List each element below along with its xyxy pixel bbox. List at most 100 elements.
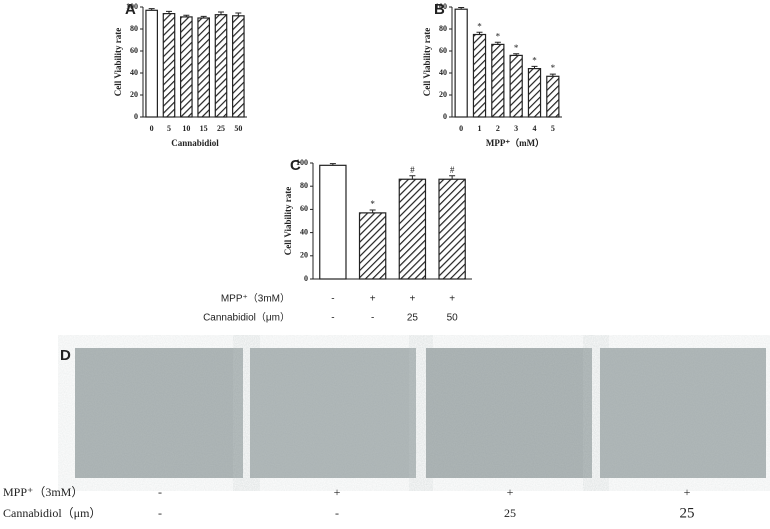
significance-mark: *	[532, 55, 537, 65]
condition-label: -	[331, 313, 334, 324]
y-tick-label: 60	[130, 46, 138, 55]
y-axis-label: Cell Viability rate	[283, 187, 293, 256]
condition-label: -	[371, 313, 374, 324]
bar	[509, 54, 523, 118]
x-tick-label: 10	[182, 124, 190, 133]
bar	[145, 9, 158, 118]
x-tick-label: 2	[496, 124, 500, 133]
y-tick-label: 20	[130, 90, 138, 99]
error-bar	[549, 73, 556, 77]
bar	[358, 212, 387, 280]
error-bar	[218, 11, 224, 15]
significance-mark: *	[370, 199, 375, 209]
y-tick-label: 40	[300, 227, 308, 236]
y-tick-label: 20	[439, 90, 447, 99]
micrographs	[75, 348, 766, 478]
error-bar	[531, 65, 538, 69]
condition-label: -	[158, 506, 162, 520]
error-bar	[329, 163, 336, 166]
bar	[472, 33, 487, 118]
bar	[162, 13, 176, 118]
condition-name: Cannabidiol（μm）	[203, 312, 290, 324]
bar	[546, 75, 560, 118]
bar	[197, 17, 210, 118]
y-tick-label: 100	[435, 2, 447, 11]
micrograph	[75, 348, 243, 478]
error-bar	[148, 8, 155, 11]
condition-label: -	[331, 294, 334, 305]
x-tick-label: 0	[150, 124, 154, 133]
x-axis-label: MPP⁺（mM）	[486, 138, 544, 148]
x-tick-label: 15	[200, 124, 208, 133]
micrograph	[600, 348, 766, 478]
condition-label: +	[370, 294, 376, 305]
micrograph	[426, 348, 592, 478]
condition-name: MPP⁺（3mM）	[221, 293, 290, 305]
bar	[180, 16, 193, 118]
bar	[398, 178, 427, 280]
y-tick-label: 40	[130, 68, 138, 77]
bar	[527, 67, 542, 118]
significance-mark: #	[410, 165, 415, 175]
bar	[454, 8, 468, 118]
y-axis-label: Cell Viability rate	[113, 28, 123, 97]
bar	[438, 178, 466, 280]
condition-label: 25	[504, 506, 516, 520]
condition-label: 25	[680, 505, 695, 521]
y-tick-label: 80	[439, 24, 447, 33]
error-bar	[476, 31, 483, 35]
error-bar	[513, 53, 520, 56]
micrograph	[250, 348, 416, 478]
bar	[319, 164, 347, 280]
condition-label: +	[334, 485, 341, 499]
condition-label: +	[684, 485, 691, 499]
error-bar	[183, 14, 190, 17]
bar	[214, 14, 228, 118]
y-tick-label: 0	[443, 112, 447, 121]
condition-label: 50	[447, 313, 459, 324]
significance-mark: *	[477, 21, 482, 31]
error-bar	[494, 41, 501, 45]
x-tick-label: 50	[234, 124, 242, 133]
condition-name: Cannabidiol（μm）	[3, 506, 101, 520]
condition-label: +	[449, 294, 455, 305]
x-tick-label: 0	[459, 124, 463, 133]
condition-label: +	[507, 485, 514, 499]
y-tick-label: 100	[296, 158, 308, 167]
x-tick-label: 5	[167, 124, 171, 133]
significance-mark: #	[450, 165, 455, 175]
condition-label: +	[409, 294, 415, 305]
significance-mark: *	[514, 43, 519, 53]
bar	[491, 43, 505, 118]
condition-name: MPP⁺（3mM）	[3, 485, 83, 499]
condition-label: -	[335, 506, 339, 520]
panel-label: A	[125, 1, 136, 18]
significance-mark: *	[496, 31, 501, 41]
significance-mark: *	[551, 63, 556, 73]
y-tick-label: 80	[300, 181, 308, 190]
x-axis-label: Cannabidiol	[171, 138, 219, 148]
condition-label: 25	[407, 313, 419, 324]
y-tick-label: 40	[439, 68, 447, 77]
y-tick-label: 100	[126, 2, 138, 11]
error-bar	[369, 209, 376, 213]
x-tick-label: 25	[217, 124, 225, 133]
error-bar	[458, 7, 465, 10]
y-tick-label: 0	[134, 112, 138, 121]
bar	[232, 15, 245, 118]
x-tick-label: 1	[478, 124, 482, 133]
error-bar	[166, 10, 172, 14]
y-tick-label: 20	[300, 251, 308, 260]
error-bar	[449, 175, 456, 180]
y-tick-label: 80	[130, 24, 138, 33]
y-tick-label: 60	[300, 204, 308, 213]
panel-label: B	[434, 1, 445, 18]
condition-label: -	[158, 485, 162, 499]
panel-label: D	[60, 347, 71, 364]
x-tick-label: 5	[551, 124, 555, 133]
error-bar	[409, 175, 416, 180]
panel-label: C	[290, 157, 301, 174]
y-axis-label: Cell Viability rate	[422, 28, 432, 97]
y-tick-label: 0	[304, 274, 308, 283]
